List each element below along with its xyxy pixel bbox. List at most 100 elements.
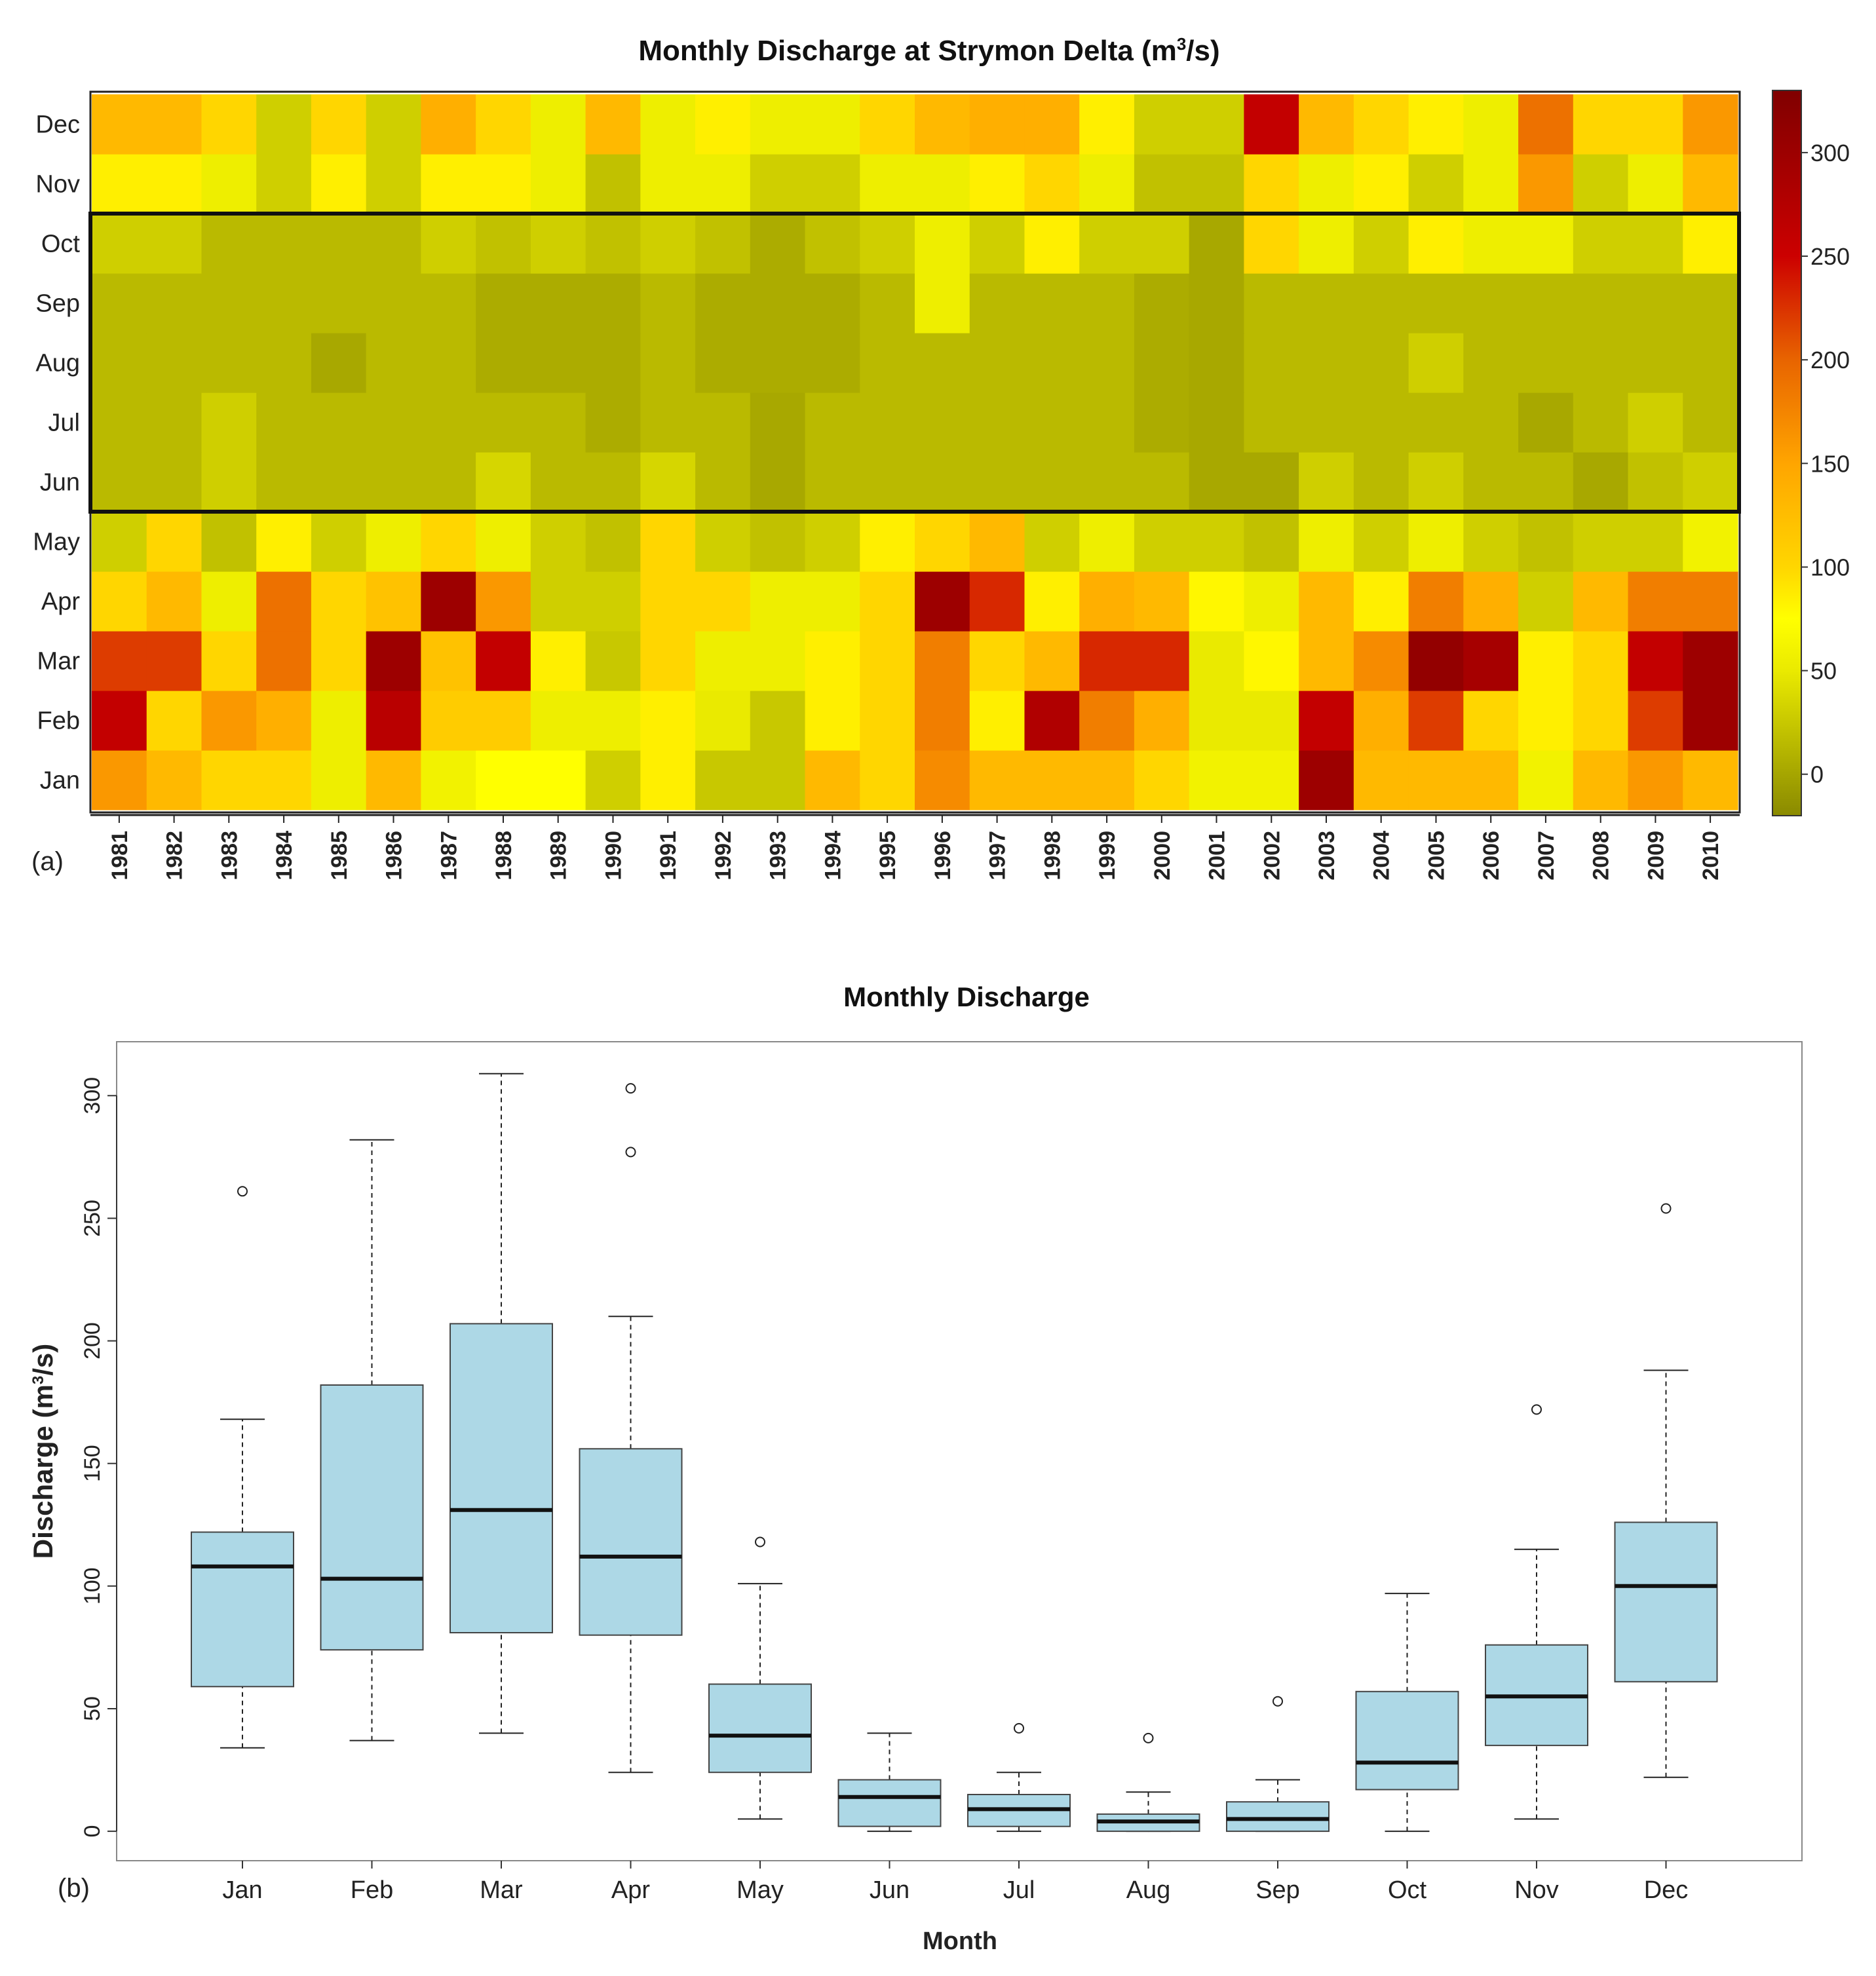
heatmap-year-label-1991: 1991 xyxy=(656,831,681,881)
heatmap-year-label-2002: 2002 xyxy=(1259,831,1284,881)
heatmap-cell-sep-1997 xyxy=(969,273,1025,333)
outlier-point-apr xyxy=(625,1083,636,1094)
heatmap-cell-aug-1984 xyxy=(256,333,312,393)
heatmap-cell-sep-1983 xyxy=(201,273,257,333)
heatmap-cell-sep-1982 xyxy=(146,273,202,333)
heatmap-cell-nov-1995 xyxy=(860,154,915,214)
heatmap-cell-jan-1985 xyxy=(311,750,367,810)
heatmap-year-label-1986: 1986 xyxy=(382,831,407,881)
heatmap-cell-mar-2001 xyxy=(1189,631,1244,691)
heatmap-cell-nov-1985 xyxy=(311,154,367,214)
heatmap-cell-dec-2006 xyxy=(1463,94,1519,155)
heatmap-cell-jun-1992 xyxy=(695,452,751,512)
heatmap-cell-may-2008 xyxy=(1573,512,1629,572)
heatmap-cell-nov-1991 xyxy=(640,154,696,214)
heatmap-cell-mar-2003 xyxy=(1299,631,1354,691)
heatmap-cell-jul-1986 xyxy=(366,392,421,453)
heatmap-year-label-1994: 1994 xyxy=(820,831,845,881)
boxplot-month-labels: Jan Feb Mar Apr May Jun Jul Aug Sep Oct Nov Dec xyxy=(222,1861,1688,1904)
heatmap-cell-jan-1991 xyxy=(640,750,696,810)
boxplot-y-tick-label-0: 0 xyxy=(80,1825,105,1838)
heatmap-year-label-2004: 2004 xyxy=(1369,831,1394,881)
heatmap-cell-apr-2007 xyxy=(1518,571,1574,632)
heatmap-cell-apr-1995 xyxy=(860,571,915,632)
iqr-box-feb xyxy=(320,1384,424,1651)
heatmap-cell-dec-1996 xyxy=(915,94,970,155)
heatmap-cell-nov-2001 xyxy=(1189,154,1244,214)
heatmap-year-label-1982: 1982 xyxy=(163,831,187,881)
boxplot-month-label-jul: Jul xyxy=(1003,1876,1035,1904)
heatmap-cell-oct-1993 xyxy=(750,214,806,274)
heatmap-cell-jul-2009 xyxy=(1628,392,1683,453)
heatmap-cell-sep-1991 xyxy=(640,273,696,333)
heatmap-year-labels: 1981 1982 1983 1984 1985 1986 1987 1988 1989 1990… xyxy=(107,831,1723,881)
boxplot-month-label-may: May xyxy=(737,1876,784,1904)
heatmap-cell-mar-1982 xyxy=(146,631,202,691)
heatmap-year-label-1981: 1981 xyxy=(107,831,132,881)
colorbar-tick-label-100: 100 xyxy=(1810,554,1850,581)
heatmap-cell-may-1991 xyxy=(640,512,696,572)
heatmap-cell-apr-1999 xyxy=(1079,571,1135,632)
box-may xyxy=(708,1536,812,1820)
heatmap-title-main: Monthly Discharge at Strymon Delta (m xyxy=(638,35,1176,67)
heatmap-cell-sep-1995 xyxy=(860,273,915,333)
heatmap-cell-aug-1981 xyxy=(92,333,147,393)
heatmap-cell-feb-2004 xyxy=(1353,691,1409,751)
heatmap-cell-aug-1988 xyxy=(476,333,531,393)
heatmap-cell-aug-1990 xyxy=(585,333,641,393)
heatmap-cell-oct-2006 xyxy=(1463,214,1519,274)
heatmap-cell-nov-1999 xyxy=(1079,154,1135,214)
colorbar-tick-label-150: 150 xyxy=(1810,450,1850,477)
iqr-box-apr xyxy=(579,1448,683,1636)
heatmap-cell-jan-2005 xyxy=(1408,750,1464,810)
outlier-point-aug xyxy=(1143,1732,1154,1743)
boxplot-month-label-oct: Oct xyxy=(1388,1876,1427,1904)
heatmap-cell-sep-2008 xyxy=(1573,273,1629,333)
heatmap-year-label-1990: 1990 xyxy=(602,831,626,881)
heatmap-cell-sep-2001 xyxy=(1189,273,1244,333)
heatmap-cell-dec-1986 xyxy=(366,94,421,155)
heatmap-month-label-jan: Jan xyxy=(40,767,80,795)
heatmap-cell-apr-2010 xyxy=(1683,571,1738,632)
heatmap-cell-dec-2000 xyxy=(1134,94,1190,155)
heatmap-cell-may-1999 xyxy=(1079,512,1135,572)
heatmap-cells xyxy=(92,94,1738,810)
heatmap-cell-apr-1984 xyxy=(256,571,312,632)
heatmap-cell-mar-2009 xyxy=(1628,631,1683,691)
heatmap-cell-apr-1991 xyxy=(640,571,696,632)
heatmap-cell-jan-2006 xyxy=(1463,750,1519,810)
heatmap-cell-sep-1996 xyxy=(915,273,970,333)
heatmap-cell-sep-1999 xyxy=(1079,273,1135,333)
panel-label-a: (a) xyxy=(31,847,64,876)
heatmap-cell-nov-1989 xyxy=(530,154,586,214)
boxplot-y-axis: 0 50 100 150 200 250 300 xyxy=(80,1077,117,1838)
heatmap-cell-feb-1998 xyxy=(1024,691,1080,751)
heatmap-cell-jul-1997 xyxy=(969,392,1025,453)
heatmap-cell-nov-1998 xyxy=(1024,154,1080,214)
heatmap-cell-may-1994 xyxy=(805,512,860,572)
heatmap-cell-dec-2005 xyxy=(1408,94,1464,155)
heatmap-cell-sep-2005 xyxy=(1408,273,1464,333)
boxplot-month-label-feb: Feb xyxy=(351,1876,393,1904)
heatmap-cell-oct-1987 xyxy=(421,214,476,274)
heatmap-cell-jun-1995 xyxy=(860,452,915,512)
heatmap-year-label-2001: 2001 xyxy=(1205,831,1230,881)
heatmap-cell-jun-2006 xyxy=(1463,452,1519,512)
heatmap-cell-feb-1995 xyxy=(860,691,915,751)
heatmap-cell-aug-1987 xyxy=(421,333,476,393)
heatmap-cell-sep-2003 xyxy=(1299,273,1354,333)
heatmap-cell-aug-2001 xyxy=(1189,333,1244,393)
heatmap-cell-apr-2004 xyxy=(1353,571,1409,632)
heatmap-cell-may-1997 xyxy=(969,512,1025,572)
heatmap-month-label-feb: Feb xyxy=(37,708,80,735)
heatmap-cell-sep-2009 xyxy=(1628,273,1683,333)
box-aug xyxy=(1096,1732,1200,1833)
heatmap-year-label-2000: 2000 xyxy=(1150,831,1175,881)
heatmap-cell-jul-2007 xyxy=(1518,392,1574,453)
heatmap-cell-oct-1998 xyxy=(1024,214,1080,274)
heatmap-cell-feb-1982 xyxy=(146,691,202,751)
heatmap-cell-nov-1983 xyxy=(201,154,257,214)
heatmap-year-label-1989: 1989 xyxy=(546,831,571,881)
heatmap-cell-mar-2005 xyxy=(1408,631,1464,691)
